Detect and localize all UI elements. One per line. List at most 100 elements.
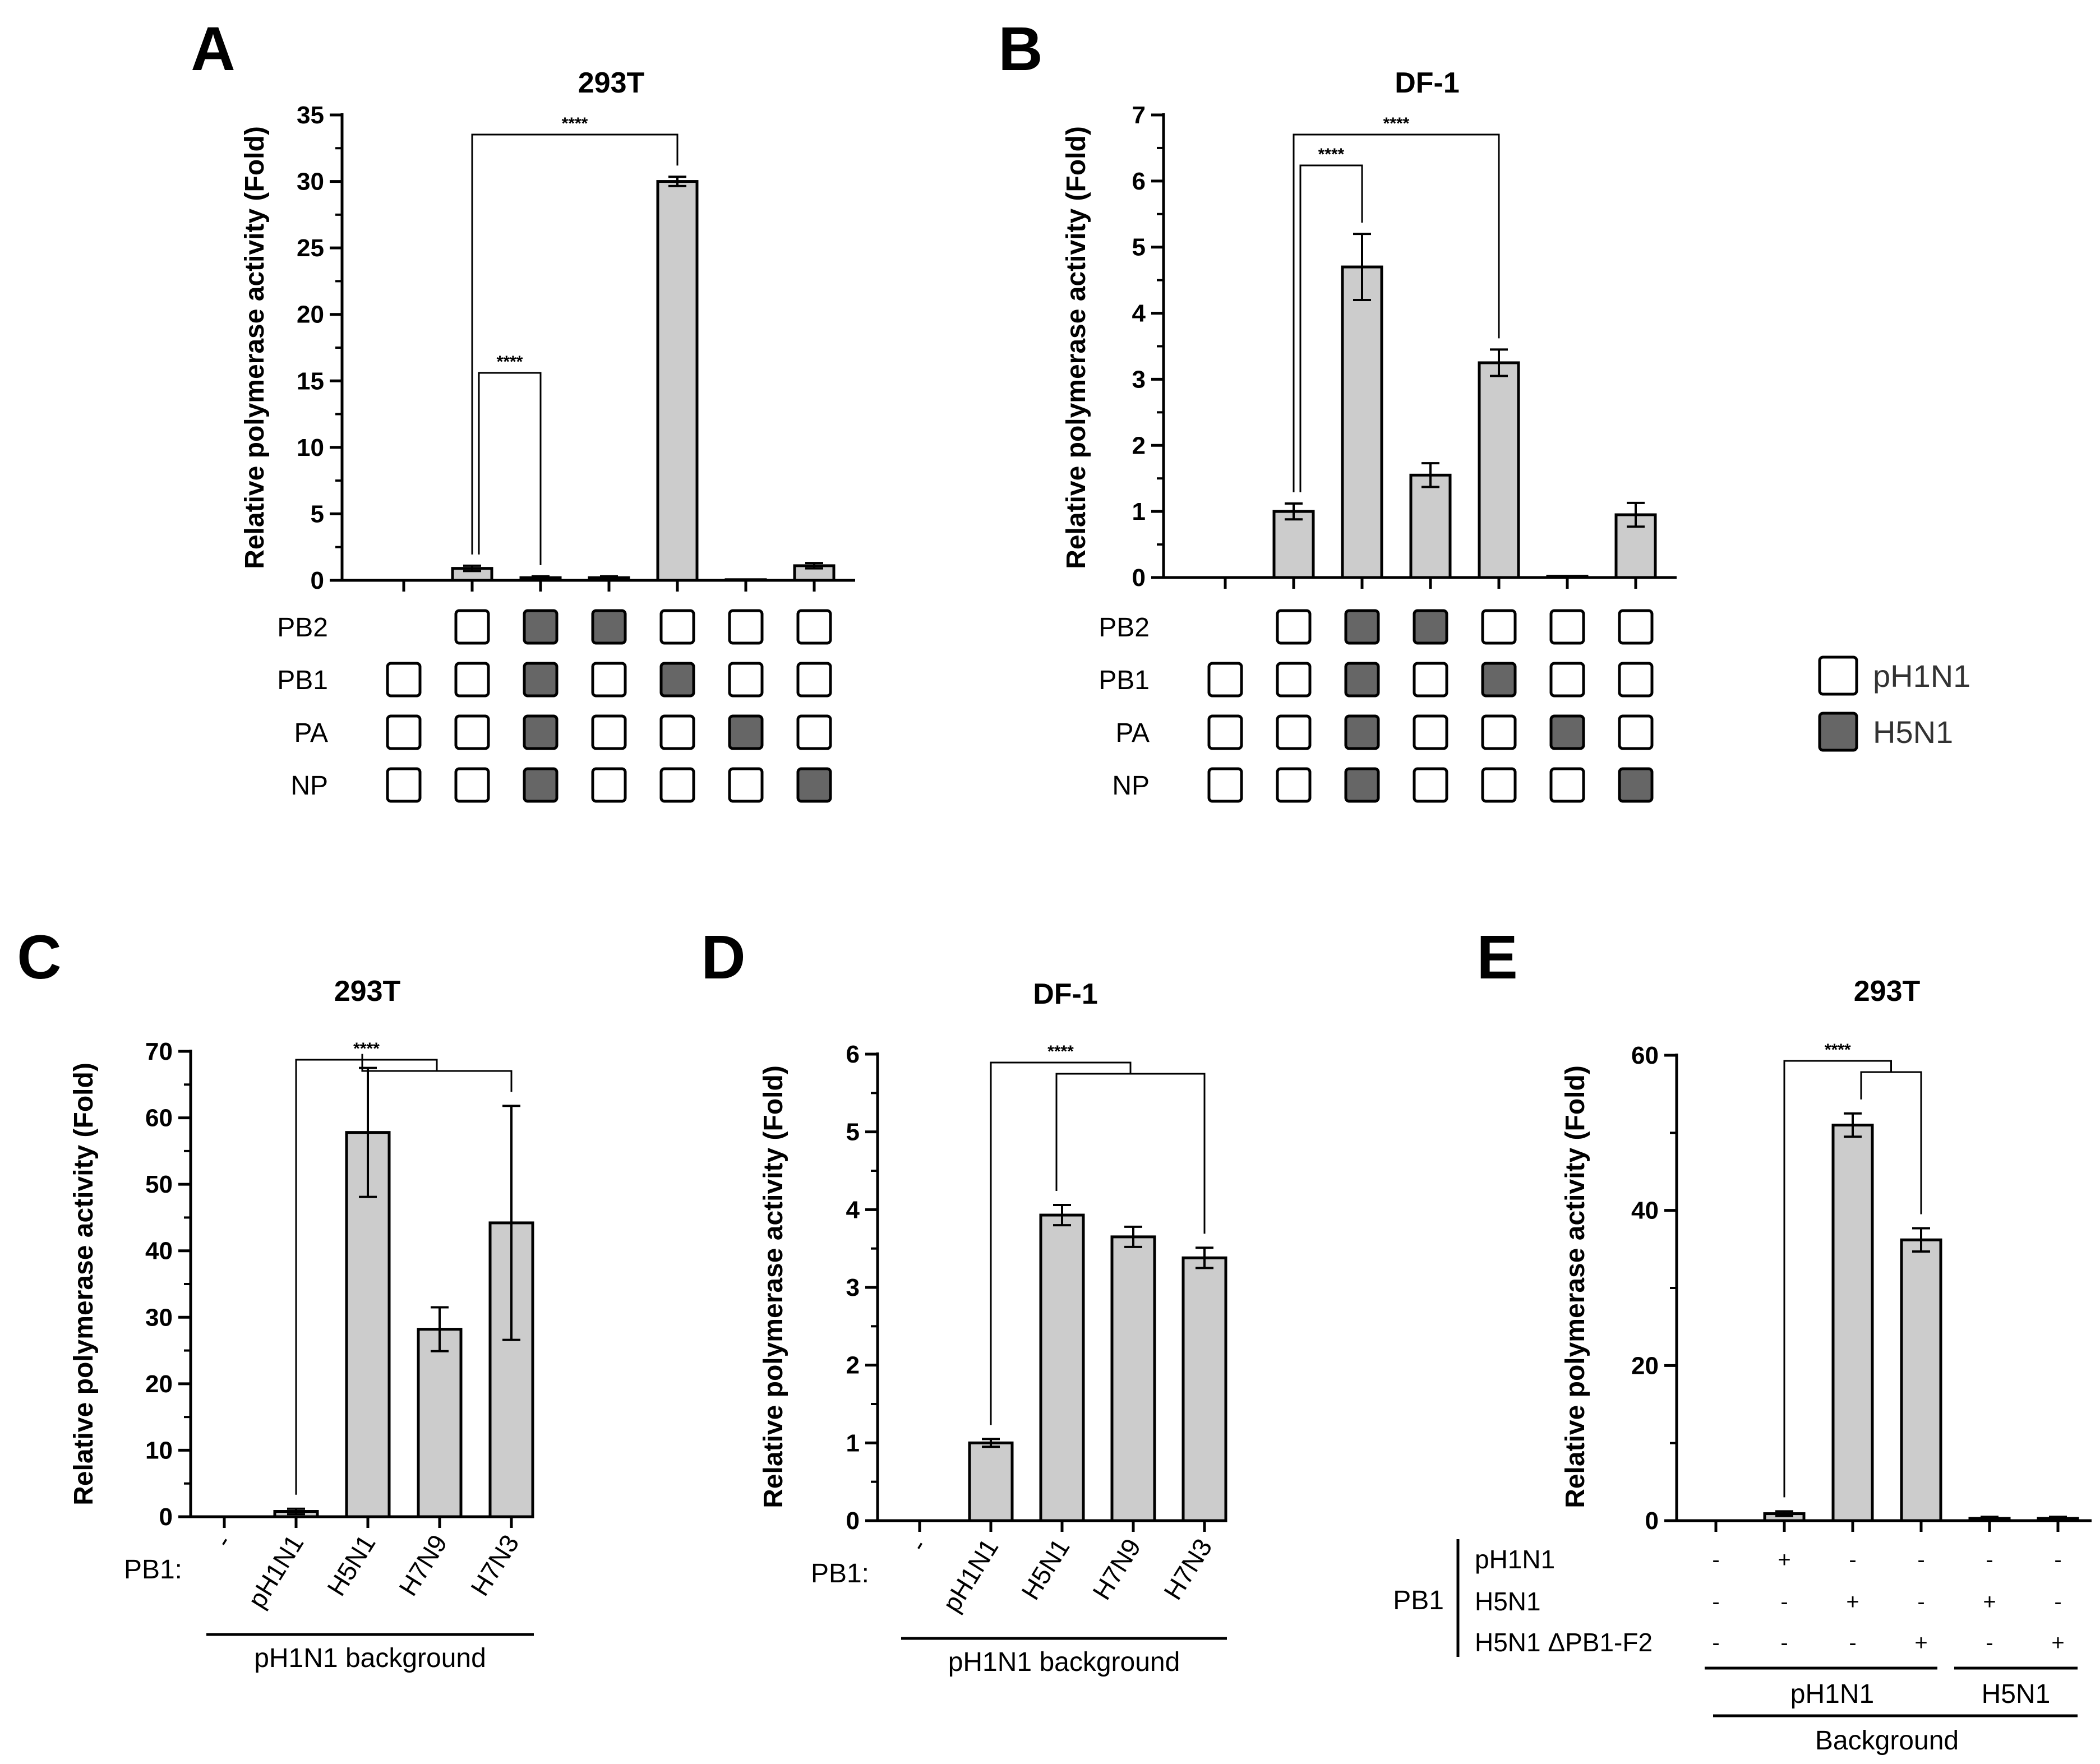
segment-box-ph1n1 — [591, 714, 627, 750]
bar — [968, 1441, 1014, 1522]
legend-swatch-h5n1 — [1818, 712, 1858, 752]
y-tick-label: 1 — [1132, 498, 1146, 525]
minus-mark: - — [1849, 1548, 1856, 1572]
segment-box-ph1n1 — [1413, 767, 1448, 803]
bar — [1272, 510, 1315, 579]
plus-mark: + — [1914, 1631, 1927, 1655]
plus-mark: + — [1778, 1548, 1790, 1572]
x-category-label: H5N1 — [321, 1530, 381, 1601]
background-label: Background — [1815, 1726, 1959, 1756]
x-category-label: - — [903, 1534, 933, 1557]
y-axis-label: Relative polymerase activity (Fold) — [240, 126, 270, 569]
y-tick-label: 0 — [1132, 564, 1146, 592]
bar — [1546, 575, 1589, 579]
minus-mark: - — [1712, 1548, 1719, 1572]
y-tick-label: 6 — [846, 1041, 860, 1068]
segment-box-h5n1 — [1549, 714, 1585, 750]
minus-mark: - — [2054, 1590, 2061, 1614]
y-tick-label: 5 — [311, 500, 324, 528]
segment-box-ph1n1 — [659, 767, 695, 803]
y-tick-label: 0 — [1645, 1507, 1659, 1535]
y-axis-label: Relative polymerase activity (Fold) — [69, 1063, 99, 1506]
segment-box-ph1n1 — [1276, 714, 1312, 750]
segment-box-ph1n1 — [1618, 662, 1654, 698]
minus-mark: - — [1986, 1631, 1993, 1655]
minus-mark: - — [1917, 1590, 1924, 1614]
y-tick-label: 10 — [145, 1437, 173, 1464]
y-tick-label: 60 — [1631, 1042, 1659, 1069]
legend-label: H5N1 — [1873, 714, 1953, 750]
panel-e: E 293T Relative polymerase activity (Fold)… — [1393, 923, 2092, 1756]
row-label: H5N1 ΔPB1-F2 — [1475, 1628, 1653, 1657]
segment-box-h5n1 — [659, 662, 695, 698]
x-category-label: H7N3 — [1158, 1534, 1217, 1605]
panel-letter: B — [998, 15, 1042, 84]
segment-label: PB1 — [1099, 666, 1150, 695]
minus-mark: - — [2054, 1548, 2061, 1572]
segment-box-h5n1 — [523, 714, 559, 750]
y-tick-label: 70 — [145, 1038, 173, 1065]
minus-mark: - — [1849, 1631, 1856, 1655]
segment-label: PB2 — [277, 613, 328, 643]
chart-title: 293T — [578, 67, 645, 99]
segment-box-ph1n1 — [728, 609, 764, 645]
x-category-label: pH1N1 — [936, 1534, 1004, 1617]
row-label: PB1: — [124, 1555, 182, 1585]
segment-box-h5n1 — [1344, 662, 1380, 698]
segment-box-ph1n1 — [386, 662, 422, 698]
segment-box-ph1n1 — [796, 714, 832, 750]
minus-mark: - — [1780, 1590, 1788, 1614]
y-tick-label: 3 — [846, 1274, 860, 1301]
row-group-label: PB1 — [1393, 1586, 1444, 1615]
chart-title: DF-1 — [1033, 978, 1098, 1010]
segment-label: NP — [1112, 771, 1150, 801]
segment-box-ph1n1 — [1276, 609, 1312, 645]
legend: pH1N1 H5N1 — [1818, 655, 1970, 752]
significance-bracket — [478, 372, 542, 565]
segment-box-h5n1 — [1344, 609, 1380, 645]
bar — [1039, 1213, 1085, 1522]
y-tick-label: 1 — [846, 1429, 860, 1457]
panel-letter: E — [1476, 923, 1517, 992]
x-category-label: H7N3 — [465, 1530, 524, 1601]
bar — [1409, 473, 1452, 579]
y-tick-label: 30 — [297, 168, 324, 196]
significance-bracket — [990, 1061, 1132, 1425]
plus-mark: + — [1983, 1590, 1996, 1614]
y-tick-label: 3 — [1132, 366, 1146, 393]
segment-box-ph1n1 — [386, 767, 422, 803]
segment-box-h5n1 — [1344, 714, 1380, 750]
segment-box-ph1n1 — [1618, 609, 1654, 645]
segment-box-ph1n1 — [1207, 714, 1243, 750]
bar — [1900, 1238, 1942, 1522]
panel-letter: D — [701, 923, 745, 992]
y-tick-label: 2 — [846, 1352, 860, 1379]
significance-label: **** — [353, 1040, 380, 1058]
minus-mark: - — [1712, 1590, 1719, 1614]
significance-bracket — [295, 1059, 438, 1495]
segment-box-h5n1 — [1618, 767, 1654, 803]
x-category-label: H7N9 — [393, 1530, 453, 1601]
y-tick-label: 6 — [1132, 168, 1146, 195]
segment-label: PB1 — [277, 666, 328, 695]
segment-box-ph1n1 — [1207, 662, 1243, 698]
y-tick-label: 15 — [297, 367, 324, 395]
segment-box-h5n1 — [796, 767, 832, 803]
background-label: pH1N1 background — [948, 1647, 1180, 1677]
significance-label: **** — [562, 114, 588, 133]
segment-box-ph1n1 — [1481, 767, 1517, 803]
x-category-label: H5N1 — [1016, 1534, 1075, 1605]
x-category-label: H7N9 — [1087, 1534, 1146, 1605]
plus-mark: + — [1846, 1590, 1859, 1614]
bar — [656, 180, 699, 582]
y-tick-label: 25 — [297, 234, 324, 262]
y-axis-label: Relative polymerase activity (Fold) — [759, 1065, 788, 1508]
segment-box-ph1n1 — [659, 714, 695, 750]
legend-label: pH1N1 — [1873, 658, 1970, 694]
bar — [1831, 1124, 1874, 1522]
panel-a: A 293T Relative polymerase activity (Fold)… — [191, 15, 855, 803]
y-tick-label: 10 — [297, 434, 324, 461]
segment-box-h5n1 — [1481, 662, 1517, 698]
y-tick-label: 20 — [145, 1370, 173, 1398]
